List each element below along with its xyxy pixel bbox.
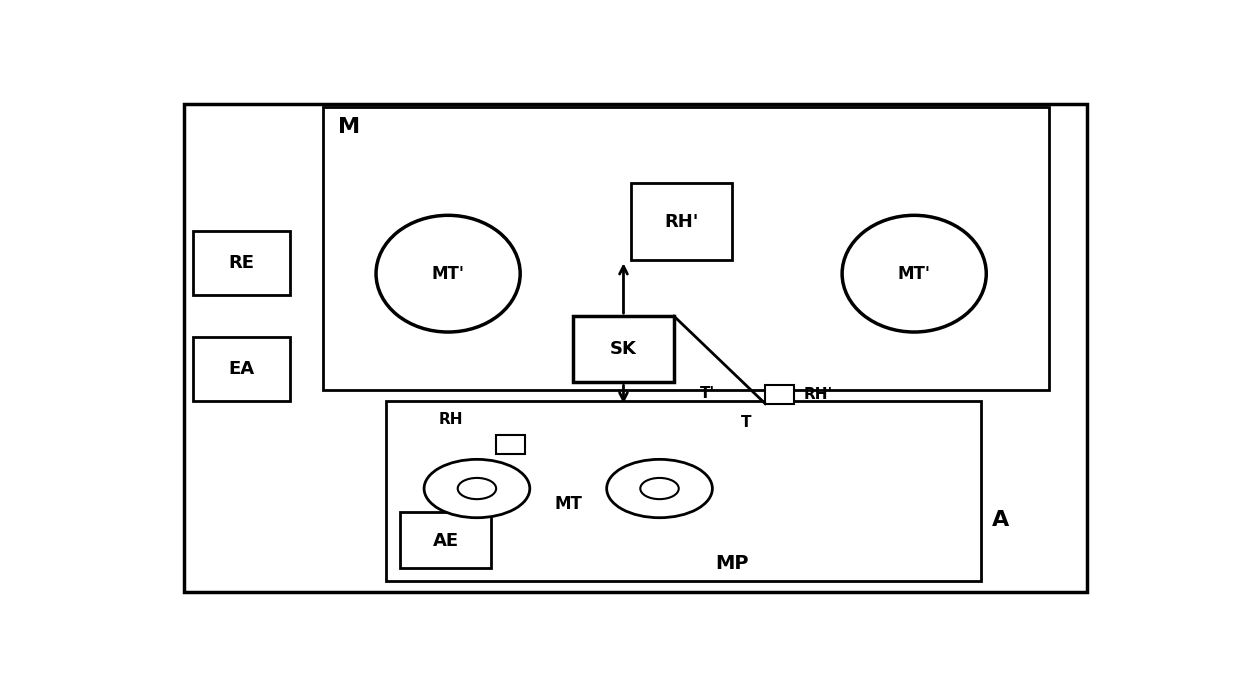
Text: T: T — [740, 415, 751, 430]
Text: M: M — [337, 117, 360, 137]
Text: RH': RH' — [663, 213, 698, 231]
Circle shape — [640, 478, 678, 499]
Text: EA: EA — [228, 360, 254, 378]
Text: T': T' — [699, 386, 715, 400]
Text: AE: AE — [433, 531, 459, 550]
Text: RH: RH — [439, 412, 464, 427]
Bar — [324, 107, 1049, 391]
Bar — [193, 232, 290, 295]
Bar — [496, 435, 525, 454]
Text: MT: MT — [554, 495, 582, 513]
Text: MT': MT' — [898, 265, 931, 282]
Bar — [765, 385, 794, 404]
Circle shape — [606, 460, 713, 517]
Text: A: A — [992, 511, 1009, 531]
Bar — [401, 513, 491, 568]
Text: RE: RE — [228, 254, 254, 272]
Text: MP: MP — [714, 555, 749, 573]
Bar — [631, 183, 732, 260]
Text: MT': MT' — [432, 265, 465, 282]
Circle shape — [458, 478, 496, 499]
Text: SK: SK — [610, 340, 637, 358]
Ellipse shape — [842, 215, 986, 332]
Ellipse shape — [376, 215, 521, 332]
Text: RH': RH' — [804, 387, 833, 402]
Bar — [573, 316, 675, 382]
Bar — [193, 338, 290, 401]
Circle shape — [424, 460, 529, 517]
Bar — [386, 401, 982, 582]
